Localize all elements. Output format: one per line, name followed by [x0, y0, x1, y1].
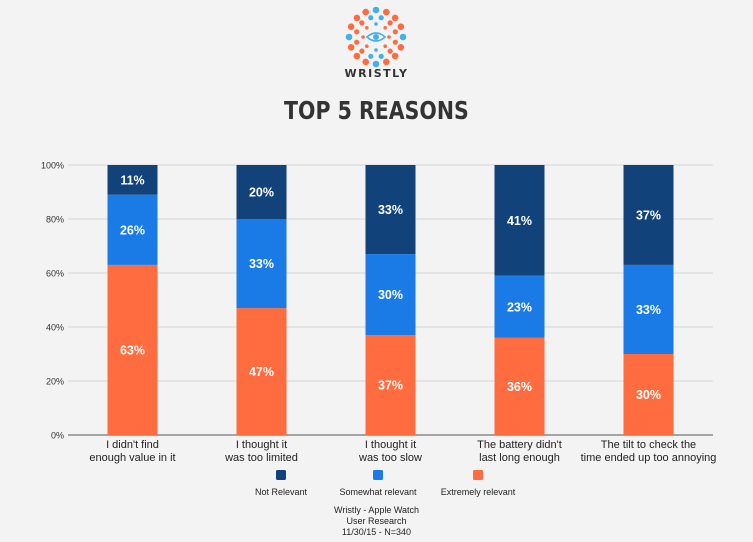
logo-dot: [372, 60, 380, 68]
chart-footer: Wristly - Apple Watch User Research 11/3…: [0, 505, 753, 538]
logo-dot: [365, 26, 369, 30]
footer-line-study: User Research: [346, 516, 407, 526]
wristly-logo-icon: [345, 6, 407, 68]
stacked-bar-chart: 0% 20% 40% 60% 80% 100% 63% 26% 11% I didn't find…: [41, 161, 717, 498]
logo-dot: [347, 23, 355, 31]
bar-segment: [623, 264, 674, 354]
logo-dot: [383, 44, 388, 48]
x-tick-label: was too limited: [224, 452, 298, 464]
y-tick-label: 40%: [46, 323, 64, 333]
brand-name: WRISTLY: [344, 67, 409, 80]
logo-dot: [359, 48, 365, 54]
data-label: 33%: [636, 303, 661, 317]
bar-segment: [236, 165, 287, 219]
logo-dot: [365, 44, 369, 48]
bar-segment: [365, 335, 416, 435]
data-label: 33%: [249, 257, 274, 271]
logo-dot: [374, 22, 378, 26]
data-label: 33%: [378, 203, 403, 217]
logo-dot: [368, 53, 374, 59]
logo-pupil: [373, 34, 379, 40]
legend-label: Extremely relevant: [441, 487, 516, 497]
x-tick-label: was too slow: [358, 452, 422, 464]
legend-label: Somewhat relevant: [339, 487, 417, 497]
x-tick-label: enough value in it: [89, 452, 175, 464]
data-label: 20%: [249, 186, 274, 200]
data-label: 36%: [507, 380, 532, 394]
bar-segment: [623, 354, 674, 435]
logo-dot: [399, 33, 407, 41]
data-label: 30%: [378, 288, 403, 302]
bar-segment: [236, 219, 287, 309]
y-tick-label: 100%: [41, 161, 64, 171]
logo-dot: [392, 29, 398, 35]
bar-segment: [107, 165, 158, 195]
bar-segment: [494, 337, 545, 435]
logo-dot: [387, 35, 391, 39]
logo-dot: [374, 48, 378, 52]
y-tick-label: 20%: [46, 377, 64, 387]
y-tick-label: 80%: [46, 215, 64, 225]
logo-dot: [354, 29, 360, 35]
logo-dot: [391, 52, 399, 60]
logo-dot: [383, 8, 390, 16]
footer-line-source: Wristly - Apple Watch: [333, 505, 420, 515]
logo-dot: [383, 26, 388, 30]
bar-segment: [365, 165, 416, 255]
legend-label: Not Relevant: [255, 487, 308, 497]
data-label: 30%: [636, 388, 661, 402]
logo-dot: [372, 6, 380, 14]
logo-dot: [378, 15, 384, 21]
logo-dot: [397, 23, 405, 31]
logo-dot: [391, 14, 399, 22]
logo-dot: [362, 58, 370, 66]
data-label: 11%: [120, 173, 144, 187]
logo-dot: [354, 39, 360, 45]
data-label: 37%: [378, 379, 403, 393]
logo-dot: [378, 53, 384, 59]
logo-dot: [347, 44, 355, 51]
legend-swatch: [373, 470, 383, 480]
legend-swatch: [473, 470, 483, 480]
chart-title: TOP 5 REASONS: [284, 96, 469, 125]
logo-dot: [387, 20, 393, 26]
logo-dot: [397, 44, 405, 51]
bar-segment: [236, 308, 287, 435]
y-tick-label: 0%: [51, 431, 64, 441]
data-label: 41%: [507, 214, 532, 228]
x-tick-label: I thought it: [365, 439, 416, 451]
logo-dot: [392, 39, 398, 45]
legend-swatch: [276, 470, 286, 480]
logo-dot: [362, 8, 370, 16]
data-label: 23%: [507, 300, 532, 314]
x-tick-label: time ended up too annoying: [581, 452, 717, 464]
logo-dot: [361, 35, 365, 39]
data-label: 47%: [249, 365, 274, 379]
logo-dot: [383, 58, 390, 66]
bar-segment: [107, 194, 158, 265]
x-tick-label: last long enough: [479, 452, 560, 464]
data-label: 26%: [120, 223, 145, 237]
logo-dot: [345, 33, 353, 41]
bar-segment: [494, 165, 545, 276]
footer-line-date-sample: 11/30/15 - N=340: [341, 527, 412, 537]
x-tick-label: The battery didn't: [477, 439, 562, 451]
logo-dot: [353, 14, 361, 22]
x-tick-label: I thought it: [236, 439, 287, 451]
y-tick-label: 60%: [46, 269, 64, 279]
logo-dot: [353, 52, 361, 60]
bar-segment: [365, 254, 416, 336]
data-label: 37%: [636, 208, 661, 222]
bar-segment: [107, 264, 158, 435]
x-tick-label: The tilt to check the: [601, 439, 696, 451]
bar-segment: [623, 165, 674, 265]
logo-dot: [359, 20, 365, 26]
x-tick-label: I didn't find: [106, 439, 159, 451]
data-label: 63%: [120, 343, 145, 357]
logo-dot: [387, 48, 393, 54]
logo-dot: [368, 15, 374, 21]
bar-segment: [494, 275, 545, 338]
